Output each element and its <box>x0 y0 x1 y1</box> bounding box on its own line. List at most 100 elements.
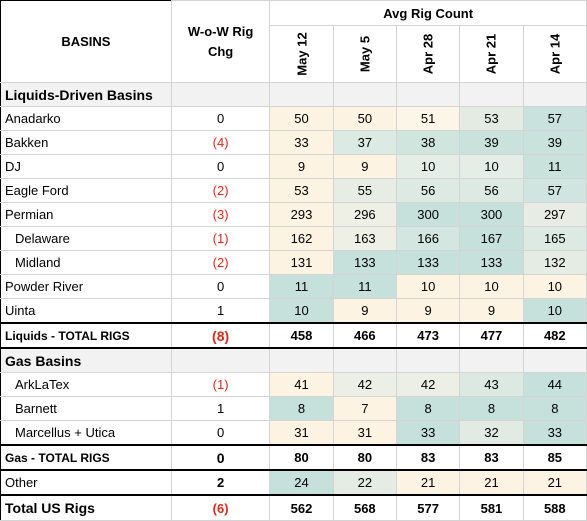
date-header: May 12 <box>269 25 334 83</box>
rig-count-cell: 55 <box>332 178 397 203</box>
rig-count-cell: 50 <box>269 106 334 131</box>
empty-cell <box>522 82 587 107</box>
wow-change-cell: 0 <box>170 444 271 471</box>
rig-count-cell: 10 <box>459 154 524 179</box>
rig-count-cell: 39 <box>522 130 587 155</box>
rig-count-cell: 8 <box>459 396 524 421</box>
rig-count-cell: 9 <box>332 298 397 324</box>
rig-count-cell: 9 <box>269 154 334 179</box>
rig-count-cell: 8 <box>522 396 587 421</box>
rig-count-cell: 166 <box>395 226 461 251</box>
date-header: Apr 21 <box>459 25 524 83</box>
rig-count-cell: 33 <box>522 420 587 446</box>
rig-count-cell: 588 <box>522 494 587 521</box>
row-label: Barnett <box>0 396 172 421</box>
row-label: Bakken <box>0 130 172 155</box>
total-row: Gas - TOTAL RIGS 0 80 80 83 83 85 <box>0 444 587 471</box>
row-label: Powder River <box>0 274 172 299</box>
rig-count-cell: 57 <box>522 106 587 131</box>
empty-cell <box>459 347 524 373</box>
rig-count-cell: 39 <box>459 130 524 155</box>
wow-change-cell: (1) <box>170 372 271 397</box>
rig-count-cell: 133 <box>332 250 397 275</box>
rig-count-cell: 53 <box>269 178 334 203</box>
rig-count-cell: 562 <box>269 494 334 521</box>
rig-count-cell: 9 <box>332 154 397 179</box>
rig-count-cell: 53 <box>459 106 524 131</box>
wow-change-cell: (2) <box>170 178 271 203</box>
rig-count-cell: 300 <box>395 202 461 227</box>
rig-count-cell: 80 <box>269 444 334 471</box>
rig-count-cell: 11 <box>269 274 334 299</box>
rig-count-cell: 21 <box>395 469 461 496</box>
rig-count-cell: 51 <box>395 106 461 131</box>
wow-change-cell: (3) <box>170 202 271 227</box>
rig-count-cell: 300 <box>459 202 524 227</box>
row-label-name: Liquids <box>5 328 48 343</box>
date-header: May 5 <box>332 25 397 83</box>
rig-count-cell: 9 <box>395 298 461 324</box>
row-label-suffix: - TOTAL RIGS <box>47 328 130 343</box>
table-row: Eagle Ford (2) 53 55 56 56 57 <box>0 178 587 203</box>
table-row: Other 2 24 22 21 21 21 <box>0 469 587 496</box>
rig-count-cell: 83 <box>395 444 461 471</box>
empty-cell <box>395 82 461 107</box>
rig-count-cell: 297 <box>522 202 587 227</box>
table-row: Marcellus + Utica 0 31 31 33 32 33 <box>0 420 587 446</box>
date-header: Apr 28 <box>395 25 461 83</box>
date-header-label: Apr 21 <box>483 33 499 75</box>
rig-count-cell: 31 <box>332 420 397 446</box>
date-header-row: May 12 May 5 Apr 28 Apr 21 Apr 14 <box>1 25 587 83</box>
rig-count-cell: 85 <box>522 444 587 471</box>
section-label: Gas Basins <box>0 347 172 373</box>
rig-count-cell: 10 <box>269 298 334 324</box>
table-row: Delaware (1) 162 163 166 167 165 <box>0 226 587 251</box>
rig-count-cell: 56 <box>459 178 524 203</box>
rig-count-cell: 32 <box>459 420 524 446</box>
empty-cell <box>522 347 587 373</box>
rig-count-cell: 44 <box>522 372 587 397</box>
date-header-label: May 12 <box>294 32 310 76</box>
table-row: Powder River 0 11 11 10 10 10 <box>0 274 587 299</box>
wow-change-cell: 2 <box>170 469 271 496</box>
rig-count-cell: 10 <box>459 274 524 299</box>
row-label: Eagle Ford <box>0 178 172 203</box>
date-header: Apr 14 <box>522 25 587 83</box>
rig-count-cell: 37 <box>332 130 397 155</box>
wow-change-cell: 0 <box>170 274 271 299</box>
grand-row: Total US Rigs (6) 562 568 577 581 588 <box>0 494 587 521</box>
rig-count-cell: 50 <box>332 106 397 131</box>
row-label: Permian <box>0 202 172 227</box>
rig-count-cell: 162 <box>269 226 334 251</box>
table-row: Permian (3) 293 296 300 300 297 <box>0 202 587 227</box>
empty-cell <box>170 82 271 107</box>
rig-count-cell: 10 <box>522 274 587 299</box>
rig-count-cell: 24 <box>269 469 334 496</box>
row-label: Total US Rigs <box>0 494 172 521</box>
rig-count-cell: 8 <box>395 396 461 421</box>
avg-rig-count-header: Avg Rig Count <box>269 0 587 26</box>
date-header-label: Apr 14 <box>547 33 563 75</box>
rig-count-cell: 458 <box>269 322 334 349</box>
rig-count-cell: 482 <box>522 322 587 349</box>
rig-count-cell: 33 <box>395 420 461 446</box>
wow-change-cell: 1 <box>170 396 271 421</box>
section-row: Gas Basins <box>0 347 587 373</box>
basins-header: BASINS <box>0 0 172 83</box>
table-row: ArkLaTex (1) 41 42 42 43 44 <box>0 372 587 397</box>
wow-change-header-line2: Chg <box>207 43 234 59</box>
wow-change-header: W-o-W Rig Chg <box>170 0 271 83</box>
rig-count-cell: 133 <box>459 250 524 275</box>
rig-count-cell: 21 <box>522 469 587 496</box>
section-label: Liquids-Driven Basins <box>0 82 172 107</box>
row-label: DJ <box>0 154 172 179</box>
rig-count-cell: 57 <box>522 178 587 203</box>
table-row: DJ 0 9 9 10 10 11 <box>0 154 587 179</box>
table-row: Bakken (4) 33 37 38 39 39 <box>0 130 587 155</box>
empty-cell <box>332 347 397 373</box>
table-body: Liquids-Driven Basins Anadarko 0 50 50 51 53 57… <box>0 82 587 521</box>
row-label: Anadarko <box>0 106 172 131</box>
total-row: Liquids - TOTAL RIGS (8) 458 466 473 477 482 <box>0 322 587 349</box>
rig-count-cell: 43 <box>459 372 524 397</box>
